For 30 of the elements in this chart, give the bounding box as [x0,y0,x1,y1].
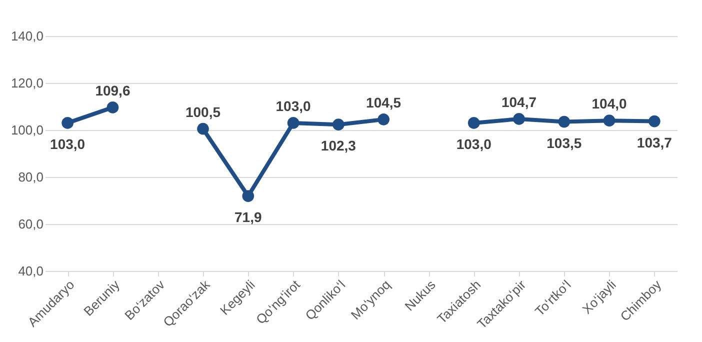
point [603,114,616,127]
point [106,102,119,114]
data-label: 71,9 [234,209,262,226]
y-tick-label: 140,0 [10,28,44,44]
point [197,122,209,135]
data-label: 103,0 [50,136,86,152]
point [558,116,570,128]
data-label: 103,0 [456,136,492,152]
data-label: 103,7 [636,134,672,150]
point [287,117,300,129]
point [62,117,74,129]
data-label: 103,5 [546,134,582,151]
y-tick-label: 80,0 [18,170,44,184]
data-label: 104,7 [501,94,537,110]
point [242,190,254,202]
point [332,118,344,130]
y-tick-label: 120,0 [10,76,44,90]
y-tick-label: 100,0 [10,122,44,138]
point [468,117,480,129]
point [648,115,660,128]
point [513,113,525,125]
data-label: 104,5 [366,94,402,110]
point [378,114,390,126]
data-label: 103,0 [276,98,312,114]
y-tick-label: 40,0 [18,264,44,278]
data-label: 100,5 [185,104,221,120]
data-label: 109,6 [95,82,130,98]
y-tick-label: 60,0 [18,216,44,232]
data-label: 104,0 [592,96,628,112]
data-label: 102,3 [320,138,356,154]
